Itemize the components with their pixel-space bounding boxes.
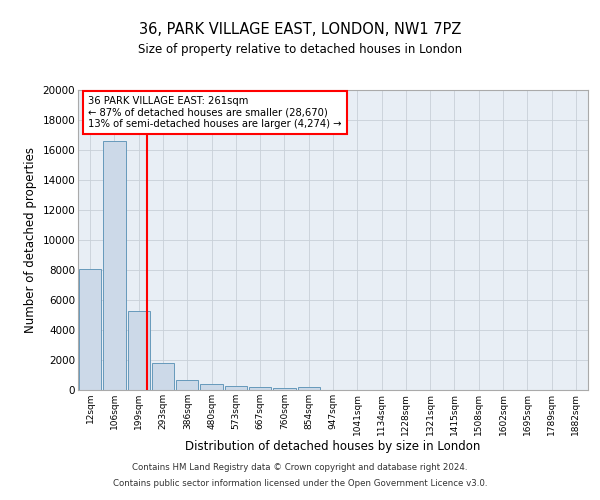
Bar [103,141,125,390]
Text: 36, PARK VILLAGE EAST, LONDON, NW1 7PZ: 36, PARK VILLAGE EAST, LONDON, NW1 7PZ [139,22,461,38]
X-axis label: Distribution of detached houses by size in London: Distribution of detached houses by size … [185,440,481,454]
Bar [249,388,271,390]
Y-axis label: Number of detached properties: Number of detached properties [24,147,37,333]
Bar [152,363,174,390]
Bar [224,386,247,390]
Text: Contains public sector information licensed under the Open Government Licence v3: Contains public sector information licen… [113,478,487,488]
Bar [176,380,199,390]
Bar [79,269,101,390]
Text: 36 PARK VILLAGE EAST: 261sqm
← 87% of detached houses are smaller (28,670)
13% o: 36 PARK VILLAGE EAST: 261sqm ← 87% of de… [88,96,342,129]
Text: Contains HM Land Registry data © Crown copyright and database right 2024.: Contains HM Land Registry data © Crown c… [132,464,468,472]
Bar [273,388,296,390]
Text: Size of property relative to detached houses in London: Size of property relative to detached ho… [138,42,462,56]
Bar [128,310,150,390]
Bar [298,387,320,390]
Bar [200,384,223,390]
